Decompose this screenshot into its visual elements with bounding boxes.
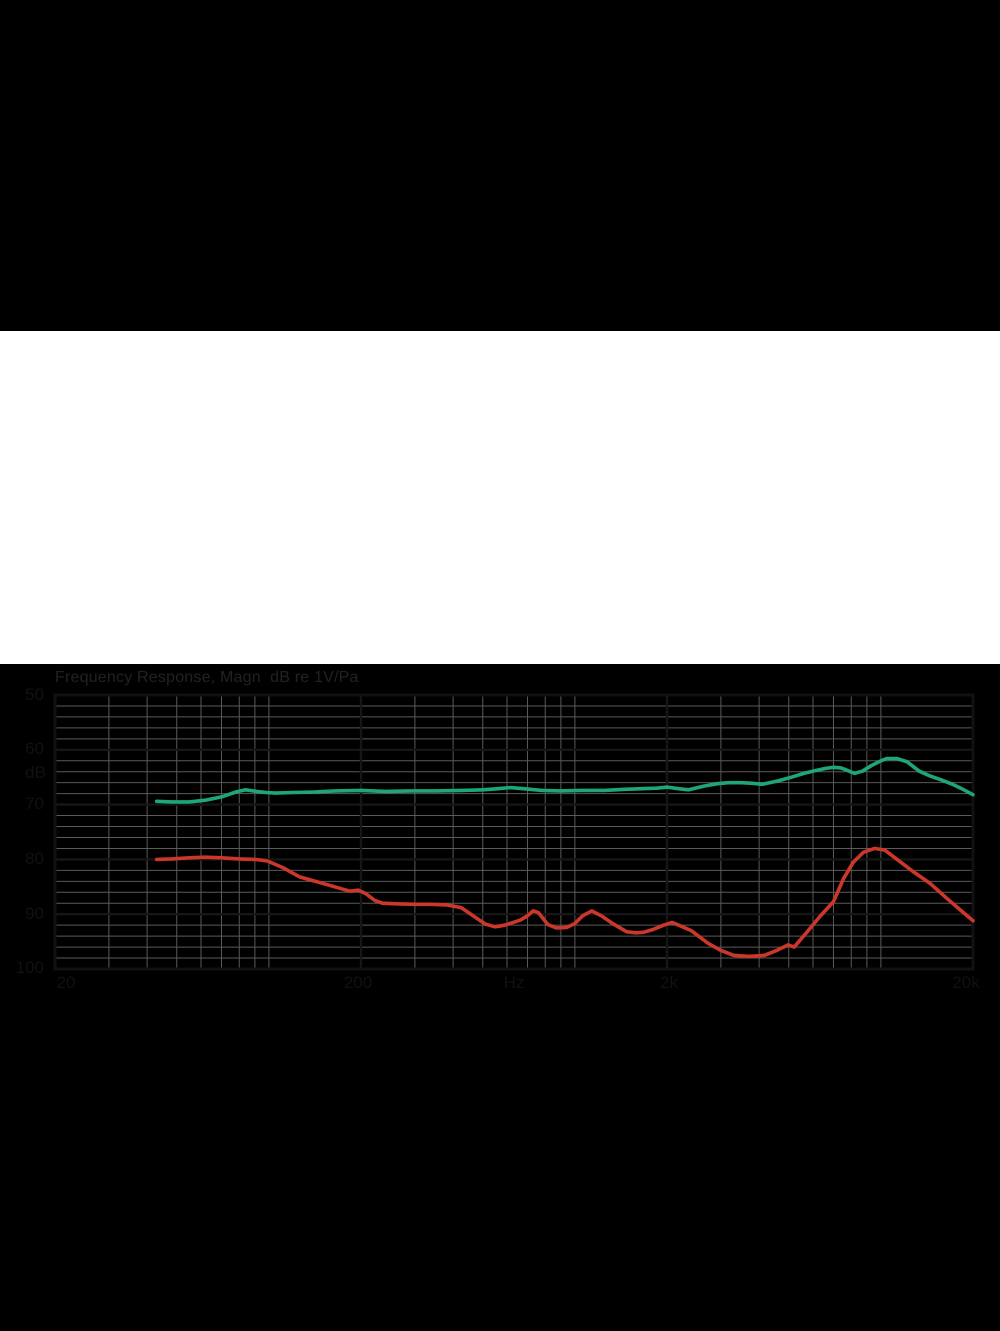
y-tick-100: 100: [15, 958, 44, 977]
chart-panel: Frequency Response, Magn dB re 1V/Pa 50 …: [0, 331, 1000, 992]
y-tick-70: 70: [25, 794, 44, 813]
x-tick-2k: 2k: [660, 973, 678, 992]
x-tick-20k: 20k: [952, 973, 980, 992]
y-tick-60: 60: [25, 739, 44, 758]
y-tick-80: 80: [25, 849, 44, 868]
y-tick-90: 90: [25, 904, 44, 923]
upper-response-curve: [154, 756, 975, 804]
x-tick-20: 20: [56, 973, 76, 992]
x-axis-unit-label: Hz: [503, 973, 525, 992]
y-tick-50: 50: [25, 685, 44, 704]
chart-title: Frequency Response, Magn dB re 1V/Pa: [55, 669, 359, 686]
x-tick-200: 200: [343, 973, 373, 992]
plot-area: [53, 693, 975, 971]
screenshot-root: { "colors": { "background": "#000000", "…: [0, 331, 1000, 992]
plot-border: [53, 693, 975, 971]
lower-response-curve: [154, 846, 975, 959]
y-axis-unit-label: dB: [25, 763, 46, 782]
